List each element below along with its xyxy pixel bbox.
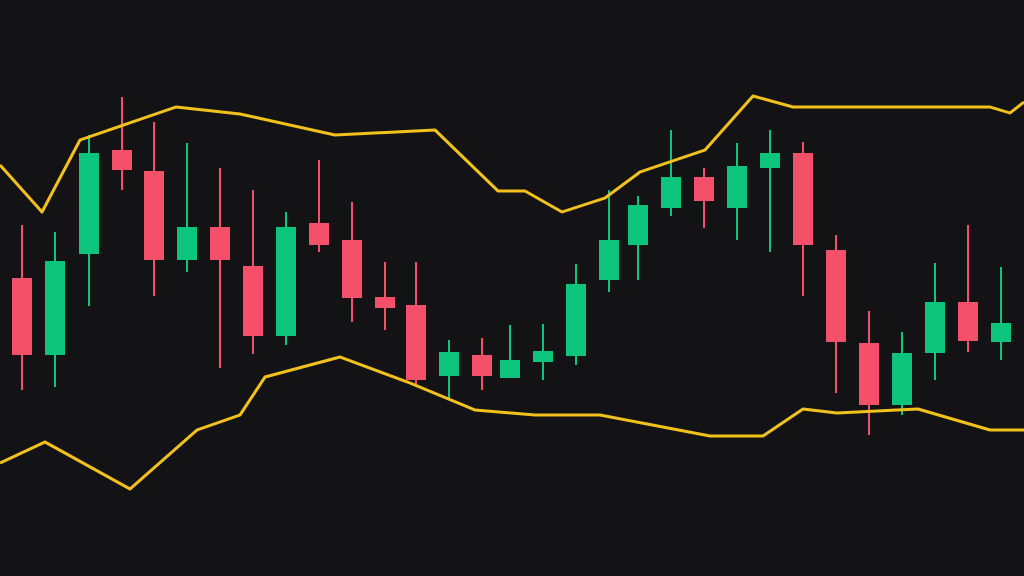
- candle-body: [500, 360, 520, 378]
- candle-body: [177, 227, 197, 260]
- candle-body: [628, 205, 648, 245]
- candle-body: [859, 343, 879, 405]
- candle-body: [439, 352, 459, 376]
- upper-band: [0, 94, 1024, 214]
- candle-body: [958, 302, 978, 341]
- candle-body: [826, 250, 846, 342]
- lower-band: [0, 355, 1024, 491]
- candle-body: [12, 278, 32, 355]
- candle-body: [276, 227, 296, 336]
- candle-body: [342, 240, 362, 298]
- candle-body: [925, 302, 945, 353]
- candle-body: [375, 297, 395, 308]
- candle-body: [79, 153, 99, 254]
- candle-body: [533, 351, 553, 362]
- candle-body: [793, 153, 813, 245]
- candle-body: [406, 305, 426, 380]
- candle-body: [112, 150, 132, 170]
- candle-body: [661, 177, 681, 208]
- candle-body: [243, 266, 263, 336]
- candle-body: [144, 171, 164, 260]
- candle-body: [694, 177, 714, 201]
- candle-body: [760, 153, 780, 168]
- candle-body: [45, 261, 65, 355]
- candle-body: [991, 323, 1011, 342]
- candle-body: [892, 353, 912, 405]
- candle-body: [727, 166, 747, 208]
- candle-body: [309, 223, 329, 245]
- candle-body: [210, 227, 230, 260]
- candle-body: [472, 355, 492, 376]
- candle-body: [599, 240, 619, 280]
- candle-body: [566, 284, 586, 356]
